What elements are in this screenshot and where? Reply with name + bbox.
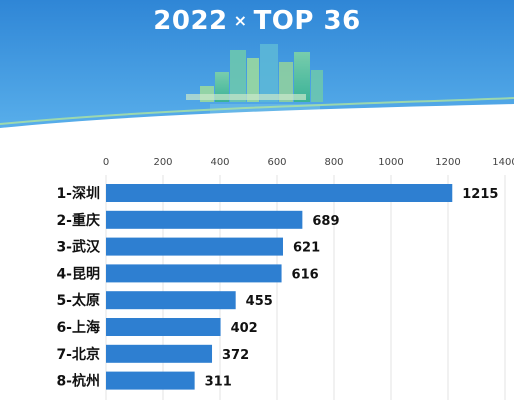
value-label: 455 [246, 294, 273, 309]
category-label: 5-太原 [56, 292, 100, 309]
bar [106, 291, 236, 310]
banner-background [0, 0, 514, 150]
value-label: 1215 [462, 187, 498, 202]
header-banner: 2022 × TOP 36 [0, 0, 514, 150]
category-label: 7-北京 [56, 346, 100, 363]
banner-top-label: TOP 36 [253, 6, 361, 36]
bar [106, 184, 453, 202]
banner-title: 2022 × TOP 36 [0, 6, 514, 36]
x-tick-label: 1400 [492, 157, 514, 168]
x-tick-label: 600 [267, 157, 286, 168]
value-label: 311 [205, 375, 232, 390]
value-label: 402 [231, 321, 258, 336]
bar [106, 264, 282, 283]
bar [106, 237, 283, 256]
bar [106, 371, 195, 390]
value-label: 372 [222, 348, 249, 363]
x-tick-label: 400 [210, 157, 229, 168]
category-label: 1-深圳 [56, 185, 100, 202]
x-tick-label: 800 [324, 157, 343, 168]
category-label: 8-杭州 [56, 373, 100, 390]
category-label: 6-上海 [56, 319, 100, 336]
category-label: 2-重庆 [56, 212, 100, 229]
value-label: 616 [292, 267, 319, 282]
banner-separator: × [233, 11, 248, 30]
category-label: 3-武汉 [56, 239, 101, 256]
bar [106, 210, 303, 229]
category-label: 4-昆明 [56, 266, 100, 282]
x-tick-label: 200 [153, 157, 172, 168]
x-tick-label: 1200 [435, 157, 460, 168]
bar [106, 318, 221, 336]
value-label: 689 [312, 214, 339, 229]
x-tick-label: 1000 [378, 157, 403, 168]
x-tick-label: 0 [103, 157, 109, 168]
banner-year: 2022 [153, 6, 228, 36]
bar [106, 344, 213, 363]
value-label: 621 [293, 241, 320, 256]
